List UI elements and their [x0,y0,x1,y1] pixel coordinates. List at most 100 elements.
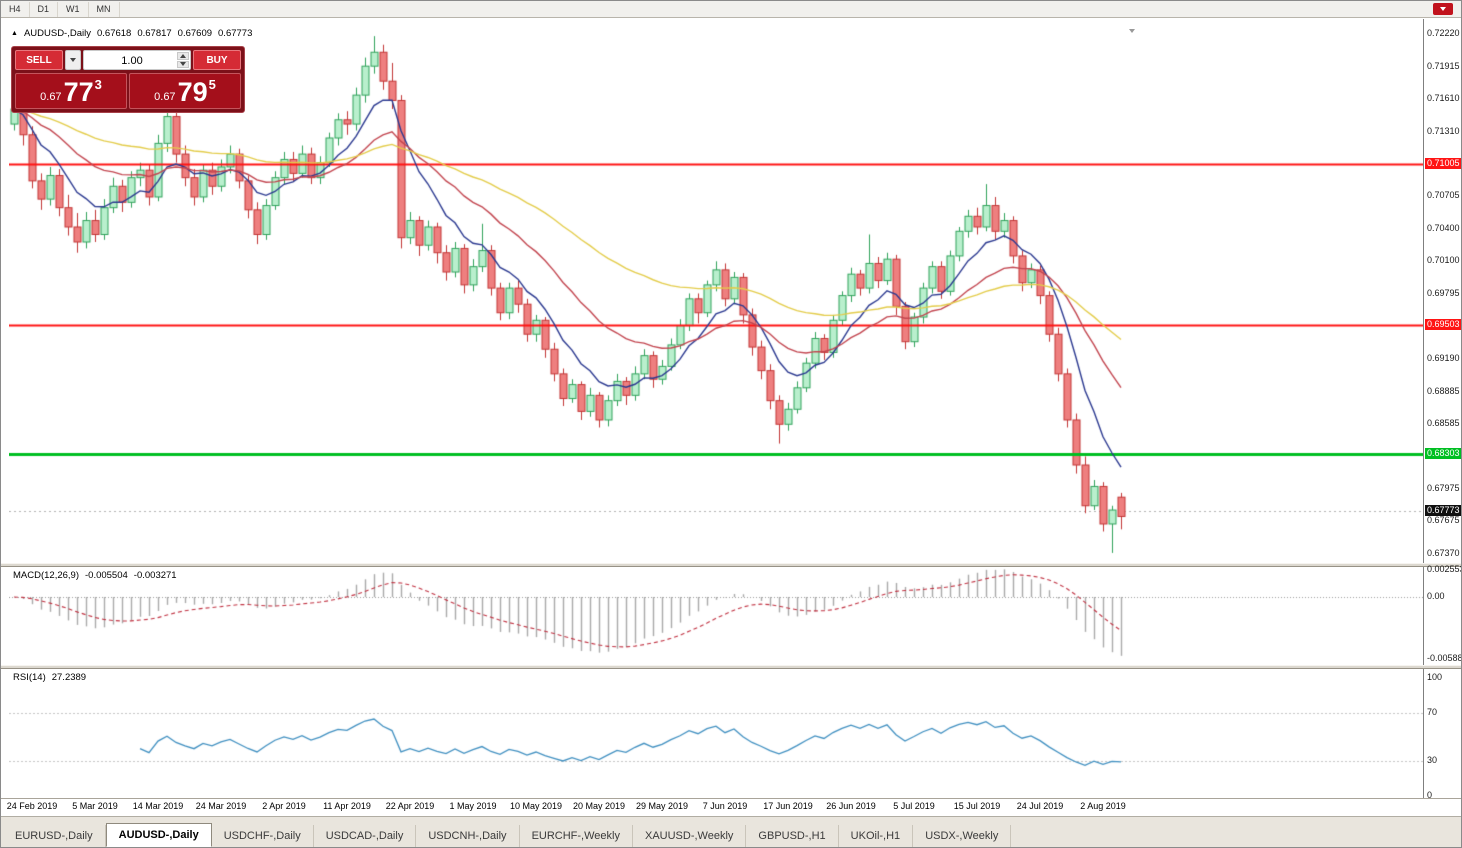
macd-title: MACD(12,26,9) [13,570,79,581]
macd-indicator-canvas[interactable] [9,567,1423,665]
triangle-marker-icon [1129,29,1135,33]
price-axis-label: 0.71310 [1427,125,1460,136]
chart-tab-usdcnh-daily[interactable]: USDCNH-,Daily [416,825,520,847]
date-axis-label: 24 Jul 2019 [1016,801,1064,811]
chart-ohlc-header: ▲ AUDUSD-,Daily 0.67618 0.67817 0.67609 … [11,28,252,39]
chart-tab-usdcad-daily[interactable]: USDCAD-,Daily [314,825,417,847]
chart-tab-gbpusd-h1[interactable]: GBPUSD-,H1 [746,825,839,847]
date-axis-label: 1 May 2019 [449,801,497,811]
volume-stepper [177,52,189,68]
date-axis-label: 5 Mar 2019 [72,801,118,811]
ohlc-open-value: 0.67618 [96,28,132,39]
timeframe-button-mn[interactable]: MN [89,1,120,17]
date-axis-label: 15 Jul 2019 [953,801,1001,811]
timeframe-toolbar: H4 D1 W1 MN [1,1,1461,18]
rsi-value: 27.2389 [51,672,87,683]
chart-tab-usdx-weekly[interactable]: USDX-,Weekly [913,825,1012,847]
volume-dropdown-button[interactable] [65,50,81,70]
price-axis-label: 0.71610 [1427,93,1460,104]
date-axis-label: 22 Apr 2019 [385,801,435,811]
ohlc-low-value: 0.67609 [177,28,213,39]
arrow-down-icon [180,62,186,67]
macd-value-main: -0.005504 [85,570,128,581]
rsi-axis-label: 0 [1427,790,1433,800]
buy-price-prefix: 0.67 [154,91,176,103]
ohlc-high-value: 0.67817 [137,28,172,39]
sell-button[interactable]: SELL [15,50,63,70]
price-axis-label: 0.70100 [1427,255,1460,266]
volume-box [83,50,191,70]
ohlc-close-value: 0.67773 [218,28,253,39]
price-axis-label: 0.67975 [1427,483,1460,494]
price-axis-label: 0.69795 [1427,288,1460,298]
date-axis-label: 10 May 2019 [509,801,563,811]
chart-tab-audusd-daily[interactable]: AUDUSD-,Daily [105,823,212,847]
chart-tab-eurusd-daily[interactable]: EURUSD-,Daily [3,825,106,847]
price-axis-label: 0.72220 [1427,28,1460,38]
macd-axis-label: 0.002553 [1427,564,1462,575]
rsi-indicator-canvas[interactable] [9,669,1423,798]
price-axis-label: 0.69503 [1425,319,1461,331]
rsi-header: RSI(14) 27.2389 [13,672,86,683]
price-axis-label: 0.67370 [1427,548,1460,558]
sell-price-panel[interactable]: 0.67 77 3 [15,73,127,109]
macd-axis-label: -0.005888 [1427,653,1461,663]
date-axis-label: 2 Apr 2019 [262,801,306,811]
buy-price-pip: 5 [208,77,216,92]
rsi-axis-label: 100 [1427,672,1443,682]
sell-price-big: 77 [63,77,94,107]
chart-tab-eurchf-weekly[interactable]: EURCHF-,Weekly [520,825,633,847]
sell-price-pip: 3 [94,77,102,92]
date-axis-label: 7 Jun 2019 [702,801,748,811]
rsi-axis-label: 30 [1427,754,1438,765]
chevron-down-icon [70,58,76,62]
macd-value-signal: -0.003271 [133,570,177,581]
price-axis-label: 0.68885 [1427,385,1460,396]
rsi-title: RSI(14) [13,672,46,683]
macd-axis-label: 0.00 [1427,591,1445,601]
price-axis-label: 0.68303 [1425,447,1461,459]
chart-tab-xauusd-weekly[interactable]: XAUUSD-,Weekly [633,825,747,847]
price-axis-label: 0.67773 [1425,504,1461,516]
pane-splitter-rsi[interactable] [1,665,1461,669]
volume-input[interactable] [84,52,190,70]
date-axis-label: 24 Feb 2019 [6,801,58,811]
date-axis[interactable] [1,798,1461,816]
timeframe-button-d1[interactable]: D1 [30,1,59,17]
macd-header: MACD(12,26,9) -0.005504 -0.003271 [13,570,177,581]
date-axis-label: 14 Mar 2019 [132,801,184,811]
date-axis-label: 11 Apr 2019 [323,801,371,811]
date-axis-label: 29 May 2019 [635,801,689,811]
collapse-panel-arrow-icon[interactable]: ▲ [11,30,18,37]
arrow-down-icon [1440,7,1446,11]
buy-button[interactable]: BUY [193,50,241,70]
chart-shift-marker[interactable] [1129,20,1135,38]
toolbar-red-indicator-icon[interactable] [1433,3,1453,15]
chart-symbol-label: AUDUSD-,Daily [23,28,91,39]
date-axis-label: 24 Mar 2019 [195,801,247,811]
rsi-axis-label: 70 [1427,707,1438,718]
volume-increase-button[interactable] [177,52,189,60]
date-axis-label: 20 May 2019 [572,801,626,811]
date-axis-label: 5 Jul 2019 [893,801,935,811]
chart-tab-usdchf-daily[interactable]: USDCHF-,Daily [212,825,314,847]
chart-tab-ukoil-h1[interactable]: UKOil-,H1 [839,825,914,847]
price-axis-label: 0.68585 [1427,417,1460,428]
timeframe-button-w1[interactable]: W1 [58,1,89,17]
volume-decrease-button[interactable] [177,60,189,68]
price-axis-label: 0.70400 [1427,223,1460,234]
timeframe-button-h4[interactable]: H4 [1,1,30,17]
one-click-trading-panel: SELL BUY 0.67 77 3 0.67 79 5 [11,46,245,113]
price-axis-label: 0.67675 [1427,515,1460,526]
pane-splitter-macd[interactable] [1,563,1461,567]
price-axis-label: 0.71915 [1427,60,1460,71]
buy-price-panel[interactable]: 0.67 79 5 [129,73,241,109]
price-axis-label: 0.70705 [1427,190,1460,201]
buy-price-big: 79 [177,77,208,107]
price-axis-label: 0.71005 [1425,158,1461,170]
arrow-up-icon [180,53,186,58]
date-axis-label: 17 Jun 2019 [763,801,813,811]
price-axis-label: 0.69190 [1427,352,1460,363]
sell-price-prefix: 0.67 [40,91,62,103]
